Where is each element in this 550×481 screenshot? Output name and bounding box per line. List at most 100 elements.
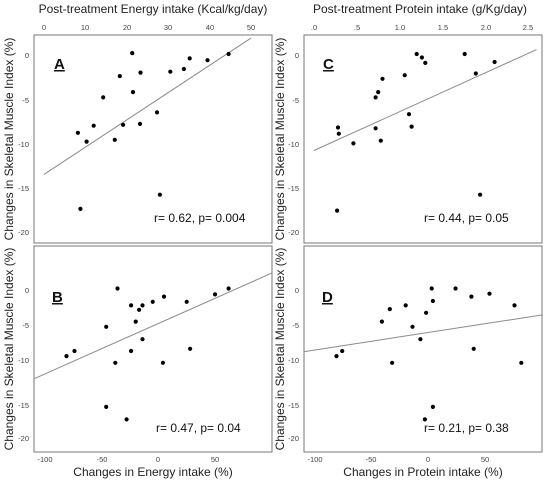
panel-b-point: [188, 346, 193, 351]
panel-d-point: [471, 346, 476, 351]
panel-a-letter: A: [54, 56, 65, 73]
panel-a-point: [101, 95, 106, 100]
panel-a-xtick-label: 10: [81, 23, 89, 32]
panel-a-point: [91, 123, 96, 128]
panel-d-ytick-label: -15: [288, 401, 299, 410]
panel-d-point: [379, 319, 384, 324]
panel-d-xtick-label: -50: [366, 455, 377, 464]
panel-d-xtick-label: -100: [307, 455, 322, 464]
panel-a-ytick-label: -20: [18, 228, 29, 237]
panel-d-xtick-label: 0: [426, 455, 430, 464]
panel-c-ytick-label: -5: [292, 96, 299, 105]
panel-b-plot-frame: [33, 245, 273, 453]
panel-d-point: [429, 286, 434, 291]
panel-c-point: [380, 76, 385, 81]
panel-c-plot-frame: [303, 34, 543, 244]
panel-d-point: [334, 354, 339, 359]
panel-a-xtick-label: 40: [206, 23, 214, 32]
panel-c-stats: r= 0.44, p= 0.05: [424, 211, 509, 225]
panel-d-point: [469, 294, 474, 299]
panel-b-point: [140, 337, 145, 342]
panel-b: -100 -50 0 50 0 -5 -10 -15 -20 Changes i…: [2, 245, 273, 479]
panel-d-point: [387, 307, 392, 312]
panel-a-xtick-label: 20: [123, 23, 131, 32]
panel-c-ylabel: Changes in Skeletal Muscle Index (%): [273, 38, 287, 241]
panel-d: -100 -50 0 50 0 -5 -10 -15 -20 Changes i…: [273, 245, 543, 479]
panel-a-point: [117, 74, 122, 79]
panel-a-fit-line: [43, 37, 252, 175]
panel-a-point: [138, 70, 143, 75]
panel-b-point: [133, 319, 138, 324]
panel-b-ytick-label: -15: [18, 401, 29, 410]
panel-c-point: [419, 55, 424, 60]
panel-b-point: [113, 360, 118, 365]
panel-d-ytick-label: -5: [292, 321, 299, 330]
panel-c-point: [478, 192, 483, 197]
panel-c-point: [402, 73, 407, 78]
panel-b-point: [104, 324, 109, 329]
panel-d-yticks: 0 -5 -10 -15 -20: [288, 286, 299, 443]
panel-c-xtick-label: 1.5: [438, 23, 448, 32]
panel-c-xtick-label: 2.5: [523, 23, 533, 32]
panel-c-xtick-label: 2.0: [481, 23, 491, 32]
panel-d-point: [430, 404, 435, 409]
panel-b-xticks: -100 -50 0 50: [37, 455, 219, 464]
panel-a-ytick-label: -10: [18, 140, 29, 149]
panel-b-xtick-label: 50: [211, 455, 219, 464]
panel-b-point: [140, 303, 145, 308]
panel-c-point: [335, 208, 340, 213]
panel-d-point: [424, 310, 429, 315]
panel-a-xtick-label: 0: [42, 23, 46, 32]
panel-b-fit-line: [33, 272, 272, 380]
panel-b-ytick-label: -5: [22, 321, 29, 330]
panel-b-xlabel: Changes in Energy intake (%): [73, 465, 232, 479]
panel-b-point: [129, 348, 134, 354]
panel-a-point: [154, 110, 160, 115]
panel-c-xlabel: Post-treatment Protein intake (g/Kg/day): [313, 2, 527, 16]
panel-d-point: [410, 324, 415, 329]
panel-a-point: [130, 90, 136, 95]
panel-a-xtick-label: 50: [247, 23, 255, 32]
panel-a-marks: [43, 37, 252, 211]
panel-d-ytick-label: -20: [288, 434, 299, 443]
panel-b-ylabel: Changes in Skeletal Muscle Index (%): [2, 248, 16, 451]
panel-d-point: [487, 291, 492, 296]
panel-a-point: [75, 130, 80, 135]
panel-c-point: [409, 124, 414, 129]
panel-b-point: [104, 404, 109, 409]
panel-a-ytick-label: -5: [22, 96, 29, 105]
panel-c-ytick-label: -20: [288, 228, 299, 237]
panel-a-xticks: 0 10 20 30 40 50: [42, 23, 255, 32]
panel-d-ytick-label: -10: [288, 356, 299, 365]
panel-b-xtick-label: -100: [37, 455, 52, 464]
panel-d-plot-frame: [303, 245, 543, 453]
panel-c-point: [423, 60, 428, 65]
panel-c-point: [336, 131, 341, 136]
panel-c-ytick-label: -15: [288, 184, 299, 193]
panel-d-xlabel: Changes in Protein intake (%): [343, 465, 502, 479]
panel-c-point: [492, 59, 497, 65]
panel-c-marks: [313, 49, 537, 213]
panel-c-point: [335, 125, 341, 130]
panel-b-point: [160, 360, 165, 365]
panel-d-point: [418, 337, 423, 342]
panel-d-point: [340, 348, 345, 354]
panel-b-point: [129, 303, 134, 308]
panel-d-point: [422, 417, 427, 422]
panel-a-plot-frame: [33, 34, 273, 244]
panel-d-letter: D: [322, 289, 333, 306]
panel-b-point: [64, 354, 69, 359]
panel-a-point: [168, 69, 173, 74]
panel-d-point: [430, 298, 435, 304]
panel-b-point: [150, 299, 155, 304]
panel-d-fit-line: [303, 314, 542, 353]
panel-c-point: [351, 141, 356, 146]
panel-a-ytick-label: 0: [25, 51, 29, 60]
panel-b-letter: B: [52, 289, 63, 306]
panel-a-point: [137, 121, 143, 126]
panel-b-point: [115, 286, 120, 291]
panel-c-point: [414, 51, 419, 57]
panel-a-point: [130, 51, 135, 56]
panel-b-point: [137, 307, 142, 312]
panel-b-marks: [33, 272, 272, 422]
